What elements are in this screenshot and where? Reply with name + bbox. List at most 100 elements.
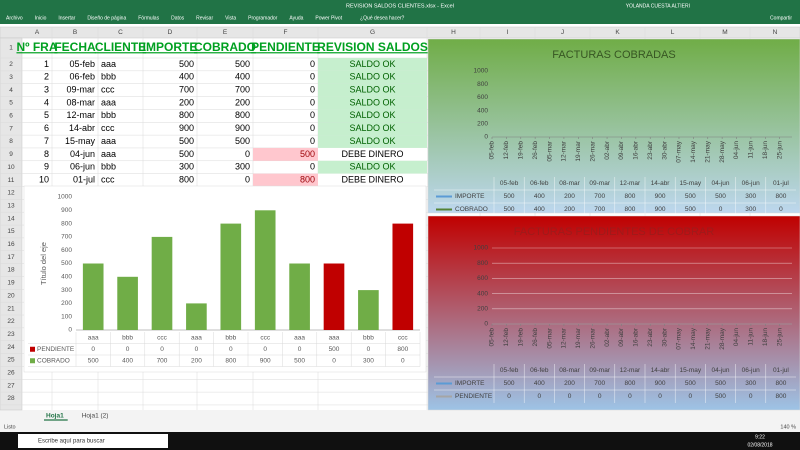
data-table-value: 800	[624, 206, 635, 213]
data-table-header: 06-jun	[742, 367, 760, 374]
sheet-tab[interactable]: Hoja1 (2)	[82, 413, 109, 420]
ribbon-search[interactable]: ¿Qué desea hacer?	[360, 15, 404, 21]
data-table-header: 08-mar	[559, 367, 580, 374]
table-cell: ccc	[101, 123, 115, 133]
ribbon-tab[interactable]: Diseño de página	[87, 15, 126, 21]
column-header-bar	[0, 26, 800, 39]
data-table-value: 0	[401, 357, 405, 364]
x-tick-label: 30-abr	[661, 140, 668, 160]
status-cell	[318, 160, 427, 174]
table-header: COBRADO	[194, 40, 256, 54]
table-cell: 0	[310, 136, 315, 146]
ribbon-tab[interactable]: Inicio	[35, 15, 47, 21]
y-tick-label: 500	[61, 260, 72, 267]
row-header: 2	[9, 61, 13, 68]
x-tick-label: 16-abr	[633, 327, 640, 347]
data-table-header: 15-may	[679, 180, 701, 187]
bar	[117, 276, 138, 330]
row-header: 19	[7, 280, 15, 287]
taskbar-search-box[interactable]	[18, 434, 168, 448]
data-table-header: 05-feb	[500, 180, 519, 187]
ribbon-tab[interactable]: Vista	[225, 15, 236, 21]
column-header: E	[223, 29, 228, 36]
table-cell: 0	[310, 97, 315, 107]
data-table-header: 14-abr	[651, 180, 671, 187]
data-table-value: 300	[745, 206, 756, 213]
y-tick-label: 100	[61, 313, 72, 320]
table-cell: bbb	[101, 162, 116, 172]
row-header: 24	[7, 344, 15, 351]
data-table-value: 500	[685, 193, 696, 200]
x-tick-label: bbb	[225, 334, 236, 341]
x-tick-label: 28-may	[719, 140, 726, 162]
data-table-value: 200	[564, 380, 575, 387]
data-table-value: 0	[229, 346, 233, 353]
table-cell: aaa	[101, 149, 116, 159]
table-cell: 2	[44, 72, 49, 82]
bar	[358, 290, 379, 330]
table-header: IMPORTE	[143, 40, 198, 54]
chart-area	[427, 38, 800, 214]
table-cell: 05-feb	[69, 59, 95, 69]
sheet-tab[interactable]: Hoja1	[46, 413, 64, 420]
row-header: 20	[7, 292, 15, 299]
table-cell: 06-feb	[69, 72, 95, 82]
ribbon-tab[interactable]: Programador	[248, 15, 278, 21]
legend-label: IMPORTE	[455, 193, 485, 200]
data-table-value: 0	[195, 346, 199, 353]
data-table-header: 04-jun	[711, 180, 729, 187]
title-bar	[0, 0, 800, 24]
ribbon-tab[interactable]: Ayuda	[289, 15, 303, 21]
data-table-value: 900	[655, 380, 666, 387]
data-table-value: 700	[594, 380, 605, 387]
user-name[interactable]: YOLANDA CUESTA ALTIERI	[626, 3, 690, 9]
table-header: FECHA	[54, 40, 96, 54]
table-cell: 0	[310, 85, 315, 95]
y-tick-label: 800	[61, 220, 72, 227]
table-cell: SALDO OK	[349, 72, 395, 82]
ribbon-tab[interactable]: Power Pivot	[315, 15, 342, 21]
x-tick-label: 12-feb	[503, 328, 510, 347]
y-tick-label: 0	[484, 321, 488, 328]
status-cell	[318, 109, 427, 123]
y-axis-title: Título del eje	[39, 242, 48, 285]
row-header: 9	[9, 151, 13, 158]
column-header: K	[615, 29, 620, 36]
status-cell	[318, 147, 427, 161]
table-cell: 8	[44, 149, 49, 159]
table-cell: 200	[235, 97, 250, 107]
y-tick-label: 600	[477, 275, 488, 282]
x-tick-label: 19-mar	[575, 140, 582, 161]
ribbon-tab[interactable]: Insertar	[58, 15, 75, 21]
data-table-header: 14-abr	[651, 367, 671, 374]
x-tick-label: 05-feb	[489, 328, 496, 347]
row-header: 5	[9, 100, 13, 107]
ribbon-tab[interactable]: Fórmulas	[138, 15, 159, 21]
data-table-value: 0	[568, 393, 572, 400]
data-table-value: 300	[363, 357, 374, 364]
bar	[151, 236, 173, 330]
share-button[interactable]: Compartir	[770, 15, 792, 21]
data-table-value: 700	[594, 193, 605, 200]
y-tick-label: 400	[477, 290, 488, 297]
status-cell	[318, 96, 427, 110]
table-cell: 1	[44, 59, 49, 69]
x-tick-label: 09-abr	[618, 327, 625, 347]
ribbon-tab[interactable]: Revisar	[196, 15, 213, 21]
table-cell: 0	[310, 123, 315, 133]
legend-label: IMPORTE	[455, 380, 485, 387]
ribbon-tab[interactable]: Datos	[171, 15, 185, 21]
taskbar-search[interactable]: Escribe aquí para buscar	[38, 439, 105, 445]
data-table-value: 800	[624, 380, 635, 387]
ribbon-tab[interactable]: Archivo	[6, 15, 23, 21]
table-cell: 0	[245, 149, 250, 159]
data-table-header: 12-mar	[620, 180, 641, 187]
table-cell: ccc	[101, 85, 115, 95]
y-tick-label: 200	[61, 300, 72, 307]
y-tick-label: 800	[477, 81, 488, 88]
table-cell: 800	[235, 110, 250, 120]
data-table-value: 0	[298, 346, 302, 353]
status-cell	[318, 173, 427, 187]
data-table-value: 500	[685, 206, 696, 213]
table-cell: aaa	[101, 97, 116, 107]
